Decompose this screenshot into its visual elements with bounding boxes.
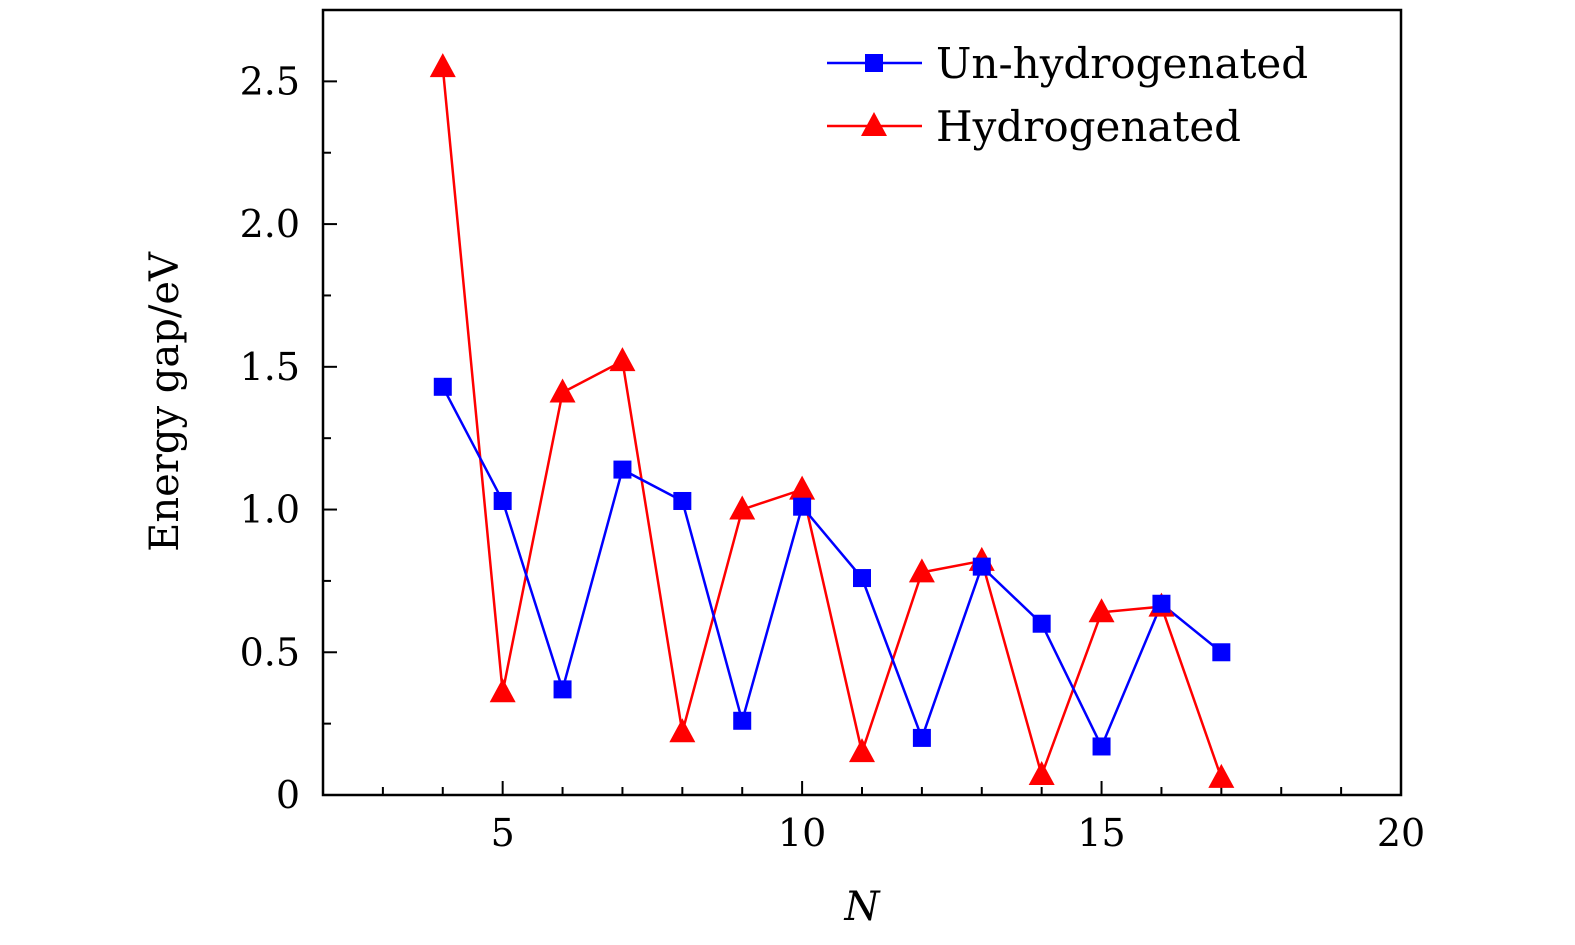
data-point-un-hydrogenated	[553, 680, 572, 699]
data-point-un-hydrogenated	[673, 491, 692, 510]
data-point-un-hydrogenated	[733, 711, 752, 730]
y-tick-label: 1.5	[240, 345, 300, 389]
data-point-un-hydrogenated	[1032, 614, 1051, 633]
x-tick-label: 20	[1377, 811, 1425, 855]
data-point-hydrogenated	[669, 718, 696, 743]
data-point-un-hydrogenated	[1152, 594, 1171, 613]
y-tick-label: 1.0	[240, 488, 300, 532]
data-point-hydrogenated	[789, 475, 816, 500]
data-point-hydrogenated	[429, 53, 456, 78]
data-point-hydrogenated	[609, 347, 636, 372]
legend-marker-triangle	[861, 112, 887, 136]
x-tick-label: 10	[778, 811, 826, 855]
data-point-un-hydrogenated	[613, 460, 632, 479]
y-tick-label: 2.0	[240, 202, 300, 246]
data-point-hydrogenated	[1028, 761, 1055, 786]
y-tick-label: 2.5	[240, 59, 300, 103]
data-point-hydrogenated	[1088, 598, 1115, 623]
data-point-hydrogenated	[729, 495, 756, 520]
data-point-un-hydrogenated	[1092, 737, 1111, 756]
data-point-hydrogenated	[849, 738, 875, 763]
axis-ticks: 5 10 15 20 0 0.5 1.0 1.5 2.0 2.5	[240, 59, 1426, 855]
legend-marker-square	[865, 54, 883, 72]
data-point-un-hydrogenated	[972, 557, 991, 576]
data-point-un-hydrogenated	[912, 728, 931, 747]
series-line-hydrogenated	[441, 66, 1223, 780]
x-tick-label: 15	[1077, 811, 1125, 855]
data-point-un-hydrogenated	[493, 491, 512, 510]
data-point-hydrogenated	[1208, 763, 1235, 788]
legend-label: Un-hydrogenated	[936, 39, 1308, 88]
series-lines	[441, 66, 1223, 780]
data-point-un-hydrogenated	[793, 497, 812, 516]
data-point-hydrogenated	[549, 378, 576, 403]
series-markers	[429, 53, 1235, 788]
legend: Un-hydrogenated Hydrogenated	[827, 39, 1308, 151]
legend-label: Hydrogenated	[936, 102, 1241, 151]
data-point-hydrogenated	[908, 558, 935, 583]
x-tick-label: 5	[491, 811, 515, 855]
series-line-un-hydrogenated	[441, 386, 1223, 750]
y-tick-label: 0	[276, 773, 300, 817]
y-axis-title: Energy gap/eV	[142, 251, 188, 552]
data-point-hydrogenated	[489, 678, 516, 703]
data-point-un-hydrogenated	[433, 377, 452, 396]
data-point-un-hydrogenated	[1212, 643, 1231, 662]
data-point-un-hydrogenated	[853, 569, 871, 588]
x-axis-title: N	[844, 884, 882, 930]
y-tick-label: 0.5	[240, 630, 300, 674]
